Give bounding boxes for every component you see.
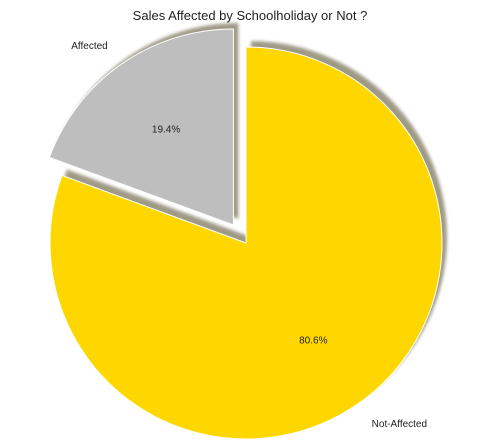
pct-label-not-affected: 80.6% [299,335,327,346]
chart-title: Sales Affected by Schoolholiday or Not ? [132,8,368,23]
pie-labels: 19.4% Affected 80.6% Not-Affected [71,41,427,430]
pct-label-affected: 19.4% [152,125,180,136]
slice-affected [48,28,234,226]
pie-slices [48,28,443,440]
slice-not-affected [49,46,443,440]
category-label-not-affected: Not-Affected [372,419,427,430]
category-label-affected: Affected [71,41,108,52]
